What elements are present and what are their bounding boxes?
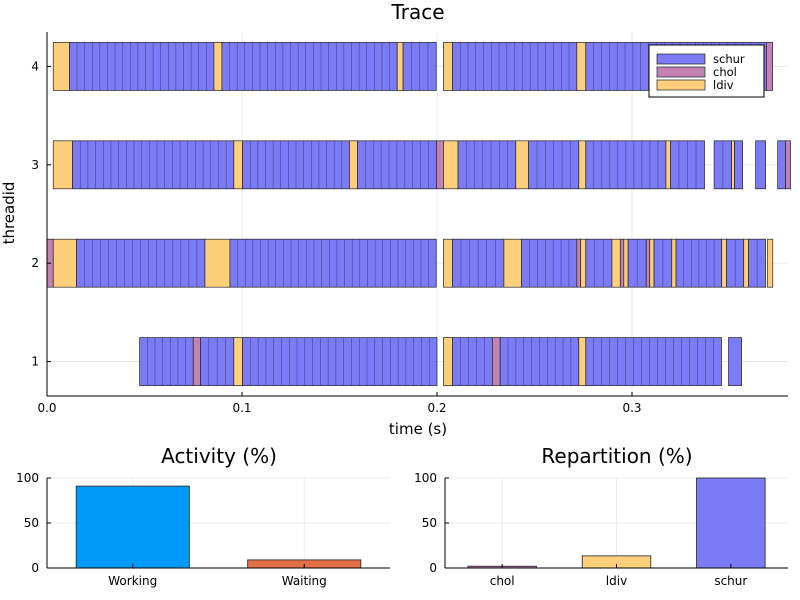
trace-panel: Trace 0.0 0.1 0.2 0.3 1 2 3 4 time (s) threadid…: [0, 0, 791, 438]
repartition-title: Repartition (%): [541, 444, 692, 468]
task-bar-ldiv: [623, 238, 629, 288]
trace-xtick-label: 0.2: [427, 401, 446, 415]
trace-title: Trace: [390, 0, 444, 24]
task-bar-chol: [192, 337, 201, 386]
task-bar-ldiv: [649, 238, 655, 288]
bar-ytick-label: 100: [414, 471, 437, 485]
task-bar-ldiv: [580, 238, 587, 288]
task-bar-ldiv: [349, 140, 358, 190]
task-bar-chol: [576, 238, 582, 288]
bar-category-label: Waiting: [282, 574, 327, 588]
task-bar-ldiv: [213, 42, 223, 91]
trace-axes: 0.0 0.1 0.2 0.3 1 2 3 4: [31, 32, 788, 415]
task-bar-ldiv: [576, 42, 587, 91]
activity-title: Activity (%): [161, 444, 277, 468]
task-bar-ldiv: [52, 238, 77, 288]
task-bar-ldiv: [743, 238, 749, 288]
repartition-chart: chol ldiv schur 0 50 100: [414, 471, 788, 588]
activity-panel: Activity (%) Working Waiting 0 50 100: [16, 444, 390, 588]
task-bar-ldiv: [443, 337, 453, 386]
task-bar-ldiv: [204, 238, 231, 288]
bar-category-label: chol: [490, 574, 515, 588]
trace-ytick-label: 1: [31, 355, 39, 369]
task-bar-schur: [585, 238, 613, 288]
task-bar-ldiv: [767, 238, 774, 288]
trace-ytick-label: 3: [31, 158, 39, 172]
task-bar-ldiv: [671, 238, 677, 288]
bar-ytick-label: 50: [422, 516, 437, 530]
task-bar-ldiv: [578, 140, 587, 190]
legend-swatch-schur: [656, 53, 706, 65]
bar-working: [75, 485, 190, 569]
task-bar-ldiv: [443, 238, 453, 288]
task-bar-chol: [436, 140, 444, 190]
task-bar-schur: [734, 140, 743, 190]
trace-ytick-label: 2: [31, 256, 39, 270]
task-bar-chol: [492, 337, 501, 386]
task-bar-ldiv: [443, 42, 453, 91]
task-bar-ldiv: [52, 140, 73, 190]
bar-schur: [696, 477, 766, 569]
activity-chart: Working Waiting 0 50 100: [16, 471, 390, 588]
task-bar-schur: [728, 337, 742, 386]
trace-xtick-label: 0.1: [232, 401, 251, 415]
task-bar-schur: [755, 140, 766, 190]
task-bar-chol: [619, 238, 625, 288]
task-bar-schur: [229, 238, 437, 288]
task-bar-schur: [777, 140, 787, 190]
legend-swatch-ldiv: [656, 79, 706, 91]
task-bar-ldiv: [721, 238, 727, 288]
task-bar-ldiv: [52, 42, 70, 91]
task-bar-ldiv: [665, 140, 671, 190]
task-bar-ldiv: [578, 337, 587, 386]
task-bar-ldiv: [396, 42, 404, 91]
bar-ytick-label: 50: [24, 516, 39, 530]
trace-xtick-label: 0.0: [37, 401, 56, 415]
task-bar-schur: [585, 337, 722, 386]
task-bar-schur: [452, 337, 493, 386]
task-bar-ldiv: [731, 140, 735, 190]
task-bar-ldiv: [233, 337, 243, 386]
task-bar-chol: [785, 140, 791, 190]
trace-ylabel: threadid: [0, 182, 18, 245]
trace-ytick-label: 4: [31, 59, 39, 73]
task-bar-ldiv: [233, 140, 243, 190]
repartition-panel: Repartition (%) chol ldiv schur 0 50 100: [414, 444, 788, 588]
task-bar-schur: [69, 42, 215, 91]
trace-xtick-label: 0.3: [622, 401, 641, 415]
task-bar-ldiv: [443, 140, 459, 190]
legend-label-ldiv: ldiv: [713, 78, 734, 92]
task-bar-ldiv: [515, 140, 530, 190]
legend-label-chol: chol: [713, 65, 737, 79]
task-bar-schur: [72, 140, 235, 190]
bar-ytick-label: 0: [429, 561, 437, 575]
trace-xlabel: time (s): [389, 420, 447, 438]
task-bar-schur: [521, 238, 578, 288]
task-bar-schur: [242, 337, 438, 386]
task-bar-ldiv: [503, 238, 522, 288]
task-bar-chol: [766, 42, 773, 91]
legend-swatch-chol: [656, 66, 706, 78]
bar-ytick-label: 0: [31, 561, 39, 575]
bar-ytick-label: 100: [16, 471, 39, 485]
task-bar-schur: [457, 140, 517, 190]
task-bar-ldiv: [611, 238, 621, 288]
bar-category-label: ldiv: [606, 574, 627, 588]
task-bar-schur: [221, 42, 398, 91]
bar-category-label: Working: [108, 574, 157, 588]
task-bar-chol: [645, 238, 651, 288]
legend-label-schur: schur: [713, 52, 745, 66]
bar-category-label: schur: [714, 574, 747, 588]
task-bar-schur: [139, 337, 194, 386]
